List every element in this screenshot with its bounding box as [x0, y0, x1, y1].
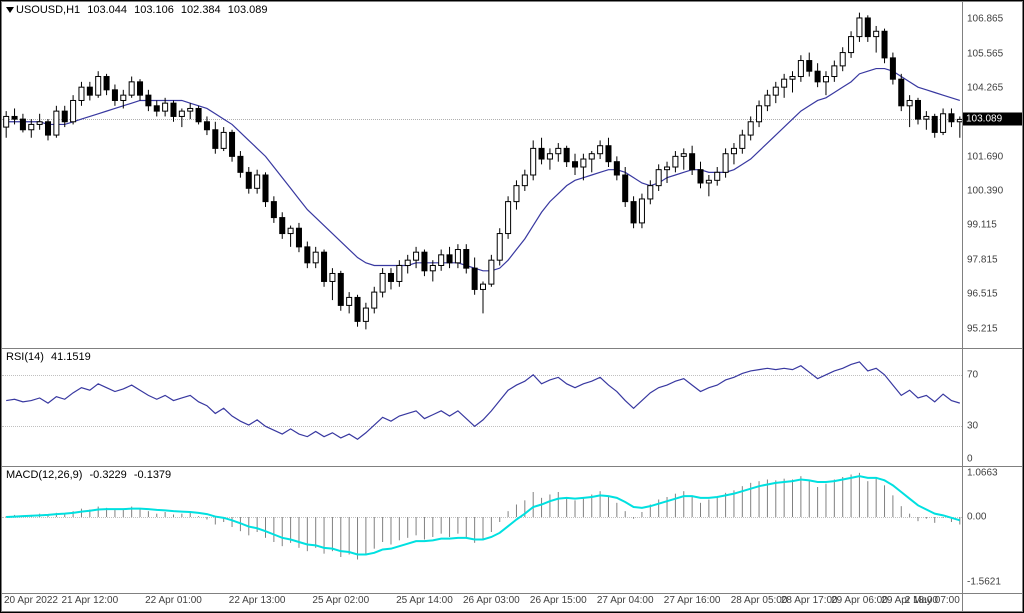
ytick: 96.515	[967, 289, 998, 300]
xtick: 29 Apr 06:00	[831, 595, 888, 606]
macd-plot[interactable]	[2, 467, 962, 593]
ytick: 1.0663	[967, 467, 998, 478]
ytick: 97.815	[967, 254, 998, 265]
dropdown-icon[interactable]	[6, 7, 14, 13]
xaxis-corner	[962, 594, 1022, 611]
xtick: 21 Apr 12:00	[61, 595, 118, 606]
trading-chart: USOUSD,H1 103.044 103.106 102.384 103.08…	[0, 0, 1024, 613]
macd-title: MACD(12,26,9) -0.3229 -0.1379	[6, 469, 171, 481]
rsi-yaxis: 70 30 0	[962, 349, 1022, 466]
xtick: 25 Apr 14:00	[396, 595, 453, 606]
ytick: 101.690	[967, 151, 1003, 162]
ohlc-h: 103.106	[134, 4, 174, 16]
price-tag: 103.089	[963, 113, 1022, 126]
xtick: 27 Apr 16:00	[664, 595, 721, 606]
ohlc-c: 103.089	[228, 4, 268, 16]
ohlc-o: 103.044	[87, 4, 127, 16]
xtick: 26 Apr 15:00	[530, 595, 587, 606]
rsi-value: 41.1519	[51, 351, 91, 363]
macd-yaxis: 1.0663 0.00 -1.5621	[962, 467, 1022, 593]
ytick: 104.265	[967, 83, 1003, 94]
rsi-panel[interactable]: RSI(14) 41.1519 70 30 0	[1, 349, 1023, 467]
ytick: 105.565	[967, 48, 1003, 59]
xtick: 27 Apr 04:00	[597, 595, 654, 606]
xtick: 22 Apr 01:00	[145, 595, 202, 606]
rsi-title: RSI(14) 41.1519	[6, 351, 91, 363]
price-panel[interactable]: USOUSD,H1 103.044 103.106 102.384 103.08…	[1, 1, 1023, 349]
xtick: 26 Apr 03:00	[463, 595, 520, 606]
ytick: 30	[967, 421, 978, 432]
xtick: 28 Apr 05:00	[731, 595, 788, 606]
ytick: 100.390	[967, 186, 1003, 197]
xtick: 2 May 07:00	[905, 595, 960, 606]
xtick: 25 Apr 02:00	[312, 595, 369, 606]
xtick: 22 Apr 13:00	[229, 595, 286, 606]
ytick: 0.00	[967, 512, 986, 523]
ytick: 95.215	[967, 323, 998, 334]
ohlc-l: 102.384	[181, 4, 221, 16]
ytick: -1.5621	[967, 577, 1001, 588]
macd-panel[interactable]: MACD(12,26,9) -0.3229 -0.1379 1.0663 0.00…	[1, 467, 1023, 594]
ytick: 0	[967, 454, 973, 465]
rsi-plot[interactable]	[2, 349, 962, 466]
macd-v1: -0.3229	[89, 469, 126, 481]
rsi-name: RSI(14)	[6, 351, 44, 363]
ytick: 106.865	[967, 13, 1003, 24]
macd-v2: -0.1379	[134, 469, 171, 481]
xaxis-plot: 20 Apr 202221 Apr 12:00 22 Apr 01:00 22 Ap…	[2, 594, 962, 611]
price-yaxis: 106.865 105.565 104.265 103.089 101.690 100.3…	[962, 2, 1022, 348]
xaxis-panel: 20 Apr 202221 Apr 12:00 22 Apr 01:00 22 Ap…	[1, 594, 1023, 612]
price-plot[interactable]	[2, 2, 962, 348]
xtick: 20 Apr 2022	[4, 595, 58, 606]
symbol-label: USOUSD,H1	[16, 4, 80, 16]
main-title: USOUSD,H1 103.044 103.106 102.384 103.08…	[6, 4, 268, 16]
ytick: 70	[967, 369, 978, 380]
ytick: 99.115	[967, 220, 997, 231]
macd-name: MACD(12,26,9)	[6, 469, 82, 481]
xtick: 28 Apr 17:00	[781, 595, 838, 606]
